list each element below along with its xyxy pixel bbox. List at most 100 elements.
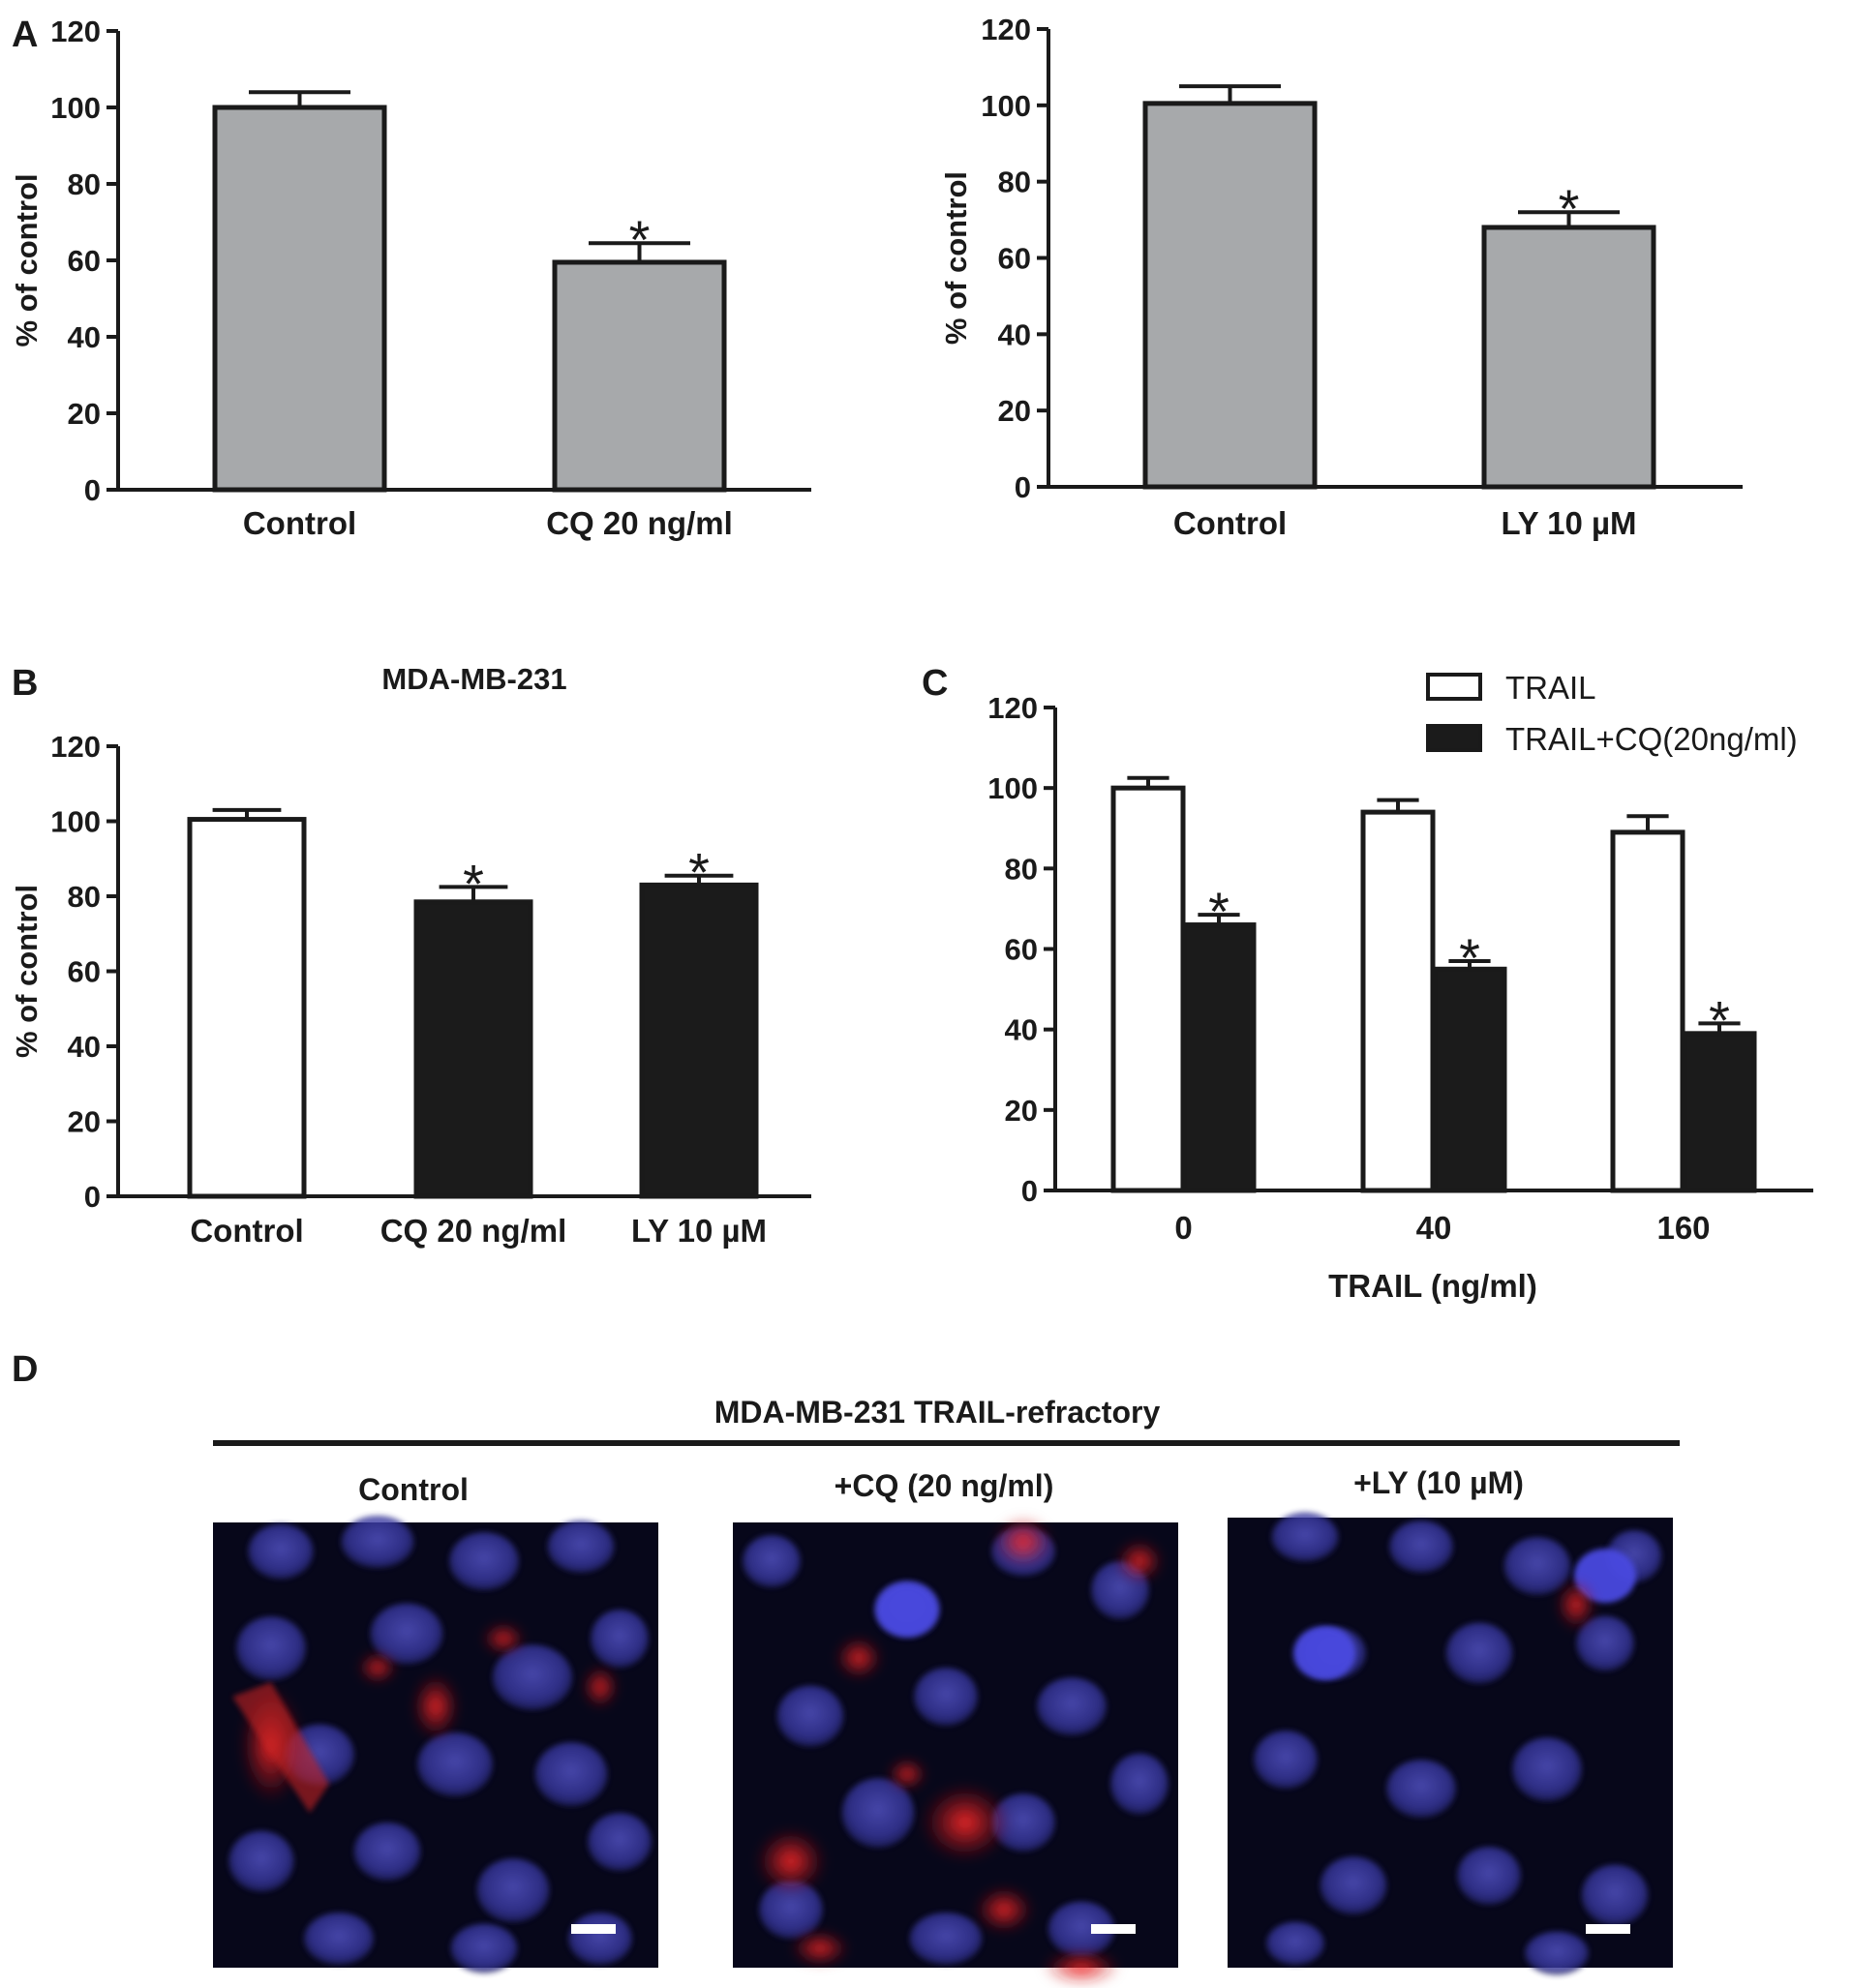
nucleus-stain	[228, 1830, 294, 1892]
lysosome-stain	[994, 1517, 1052, 1567]
y-tick-label: 40	[1005, 1013, 1038, 1047]
x-tick-label: LY 10 µM	[631, 1213, 767, 1249]
panel-letter-d: D	[12, 1349, 38, 1390]
chart-a-left: 0 20 40 60 80 100 120 % of control Control * CQ 20…	[10, 15, 811, 541]
nucleus-stain	[1266, 1921, 1324, 1966]
nucleus-stain	[1503, 1537, 1571, 1595]
x-tick-label: 160	[1656, 1210, 1710, 1246]
lysosome-stain	[835, 1637, 882, 1679]
nucleus-stain	[248, 1523, 314, 1580]
lysosome-stain	[358, 1652, 397, 1683]
nucleus-stain	[534, 1742, 608, 1806]
lysosome-stain	[791, 1931, 849, 1966]
nucleus-stain	[1037, 1677, 1107, 1735]
image-label-cq: +CQ (20 ng/ml)	[835, 1468, 1054, 1503]
bar	[639, 882, 759, 1199]
micrograph-control	[213, 1516, 658, 1973]
y-tick-label: 40	[998, 317, 1031, 351]
x-tick-label: 40	[1416, 1210, 1452, 1246]
bar-trail-cq-significance: *	[1459, 927, 1480, 988]
nucleus-stain	[1512, 1737, 1582, 1801]
image-label-ly: +LY (10 µM)	[1353, 1465, 1524, 1500]
y-tick-label: 40	[68, 1030, 101, 1064]
y-tick-label: 60	[68, 955, 101, 989]
nucleus-stain	[341, 1516, 414, 1568]
nucleus-stain-bright	[876, 1582, 938, 1637]
bar-significance: *	[688, 842, 710, 903]
lysosome-stain	[412, 1673, 459, 1739]
bar-trail	[1610, 829, 1685, 1193]
nucleus-stain	[914, 1668, 978, 1726]
x-tick-label: LY 10 µM	[1501, 505, 1636, 541]
nucleus-stain	[776, 1685, 844, 1747]
y-tick-label: 80	[998, 166, 1031, 199]
y-tick-label: 60	[998, 242, 1031, 276]
x-tick-label: Control	[190, 1213, 303, 1249]
bar-trail-cq	[1432, 966, 1507, 1193]
panel-letter-b: B	[12, 663, 38, 704]
lysosome-stain	[921, 1784, 1010, 1861]
membrane-stain	[232, 1682, 329, 1813]
legend-swatch-trail-cq	[1426, 724, 1482, 752]
nucleus-stain	[236, 1616, 306, 1680]
y-tick-label: 0	[84, 1180, 101, 1214]
micrograph-ly	[1228, 1512, 1673, 1975]
nucleus-stain	[476, 1858, 550, 1922]
bar-significance: *	[463, 853, 484, 914]
nucleus-stain	[1110, 1753, 1169, 1815]
lysosome-stain	[583, 1666, 618, 1708]
nucleus-stain	[588, 1813, 652, 1871]
y-tick-label: 80	[68, 167, 101, 201]
panel-d-title: MDA-MB-231 TRAIL-refractory	[714, 1395, 1161, 1430]
y-tick-label: 20	[68, 1105, 101, 1139]
y-tick-label: 100	[981, 89, 1031, 123]
nucleus-stain	[1576, 1615, 1634, 1672]
nucleus-stain	[568, 1913, 632, 1965]
bar-significance: *	[1559, 178, 1580, 239]
nucleus-stain	[1389, 1521, 1453, 1573]
bar	[413, 899, 533, 1199]
y-axis-label: % of control	[939, 171, 973, 345]
nucleus-stain	[1271, 1512, 1339, 1562]
panel-d: MDA-MB-231 TRAIL-refractory Control +CQ …	[213, 1395, 1680, 1985]
bar	[1142, 101, 1318, 490]
scale-bar	[1091, 1924, 1136, 1934]
y-tick-label: 40	[68, 320, 101, 354]
x-tick-label: CQ 20 ng/ml	[380, 1213, 567, 1249]
y-tick-label: 120	[987, 691, 1038, 725]
nucleus-stain	[1457, 1847, 1521, 1905]
y-tick-label: 0	[1015, 470, 1031, 504]
bar	[212, 105, 387, 493]
nucleus-stain	[909, 1913, 983, 1965]
x-tick-label: 0	[1174, 1210, 1192, 1246]
y-tick-label: 60	[68, 244, 101, 278]
bar-trail-cq	[1181, 922, 1257, 1193]
bar-trail-cq-significance: *	[1709, 989, 1730, 1050]
y-tick-label: 0	[1021, 1174, 1038, 1208]
lysosome-stain	[1557, 1580, 1595, 1630]
y-tick-label: 20	[68, 397, 101, 431]
bar-trail	[1360, 809, 1436, 1193]
panel-letter-c: C	[922, 663, 948, 704]
y-tick-label: 80	[68, 880, 101, 914]
nucleus-stain	[1445, 1622, 1513, 1684]
bar-trail	[1110, 785, 1186, 1193]
nucleus-stain	[370, 1603, 443, 1665]
bar	[1481, 225, 1656, 490]
nucleus-stain	[304, 1913, 374, 1965]
lysosome-stain	[482, 1623, 525, 1654]
nucleus-stain	[841, 1778, 915, 1848]
legend-label-trail-cq: TRAIL+CQ(20ng/ml)	[1505, 721, 1798, 757]
nucleus-stain	[1254, 1731, 1318, 1789]
chart-b: MDA-MB-231 0 20 40 60 80 100 120 % of control Co…	[10, 662, 811, 1249]
nucleus-stain	[1320, 1856, 1387, 1914]
lysosome-stain	[1043, 1950, 1120, 1985]
bar-trail-cq	[1682, 1031, 1757, 1193]
nucleus-stain	[1525, 1931, 1589, 1975]
lysosome-stain	[756, 1828, 826, 1894]
nucleus-stain	[1386, 1760, 1456, 1818]
nucleus-stain	[547, 1521, 615, 1573]
y-tick-label: 100	[50, 91, 101, 125]
image-label-control: Control	[358, 1472, 469, 1507]
